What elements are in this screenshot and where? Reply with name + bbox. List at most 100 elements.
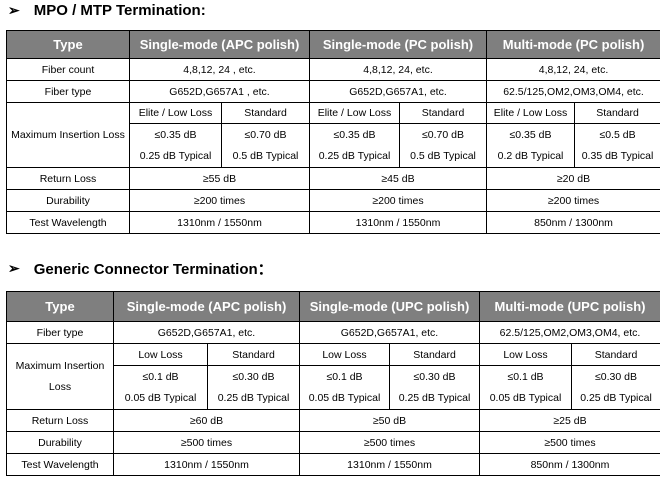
row-label: Fiber count <box>6 58 130 81</box>
table-cell: 4,8,12, 24, etc. <box>308 58 488 81</box>
table-row: Durability ≥500 times ≥500 times ≥500 ti… <box>6 431 660 454</box>
table-cell: 850nm / 1300nm <box>486 211 660 234</box>
table-row: Fiber type G652D,G657A1, etc. G652D,G657… <box>6 321 660 344</box>
row-label: Fiber type <box>6 80 130 103</box>
row-label: Durability <box>6 189 130 212</box>
section-title-mpo: ➢ MPO / MTP Termination: <box>8 2 206 19</box>
table-row: Maximum Insertion Loss Elite / Low Loss … <box>6 102 660 168</box>
table-cell: ≤0.30 dB <box>389 365 480 388</box>
arrow-bullet-icon: ➢ <box>8 260 20 276</box>
table-cell: ≥500 times <box>479 431 660 454</box>
table-cell: 0.5 dB Typical <box>221 145 310 168</box>
table-row: Fiber count 4,8,12, 24 , etc. 4,8,12, 24… <box>6 58 660 81</box>
table-cell: ≥25 dB <box>479 409 660 432</box>
table-cell: 0.05 dB Typical <box>299 387 390 410</box>
table-row: Return Loss ≥60 dB ≥50 dB ≥25 dB <box>6 409 660 432</box>
header-type: Type <box>6 291 114 322</box>
table-row: Test Wavelength 1310nm / 1550nm 1310nm /… <box>6 453 660 476</box>
row-label: Maximum Insertion Loss <box>6 102 130 168</box>
generic-spec-table: Type Single-mode (APC polish) Single-mod… <box>6 291 660 476</box>
table-row: 0.05 dB Typical 0.25 dB Typical 0.05 dB … <box>7 387 660 410</box>
sub-header: Standard <box>207 343 300 366</box>
table-cell: G652D,G657A1, etc. <box>113 321 300 344</box>
table-cell: 62.5/125,OM2,OM3,OM4, etc. <box>486 80 660 103</box>
table-cell: G652D,G657A1, etc. <box>308 80 488 103</box>
sub-header: Low Loss <box>299 343 390 366</box>
table-cell: ≥60 dB <box>113 409 300 432</box>
arrow-bullet-icon: ➢ <box>8 2 20 18</box>
header-col-1: Single-mode (APC polish) <box>129 30 310 59</box>
table-row: 0.25 dB Typical 0.5 dB Typical 0.25 dB T… <box>7 145 660 168</box>
header-col-3: Multi-mode (UPC polish) <box>479 291 660 322</box>
table-row: ≤0.35 dB ≤0.70 dB ≤0.35 dB ≤0.70 dB ≤0.3… <box>7 123 660 146</box>
table-cell: ≥50 dB <box>299 409 480 432</box>
table-cell: ≤0.1 dB <box>479 365 572 388</box>
sub-header: Standard <box>571 343 660 366</box>
table-cell: 1310nm / 1550nm <box>113 453 300 476</box>
table-cell: ≥20 dB <box>486 167 660 190</box>
table-row: Test Wavelength 1310nm / 1550nm 1310nm /… <box>6 211 660 234</box>
table-cell: 0.25 dB Typical <box>207 387 300 410</box>
row-label: Test Wavelength <box>6 211 130 234</box>
row-label: Return Loss <box>6 409 114 432</box>
table-cell: 0.35 dB Typical <box>574 145 660 168</box>
sub-header: Standard <box>398 102 488 124</box>
table-cell: 0.25 dB Typical <box>571 387 660 410</box>
table-cell: ≥45 dB <box>308 167 488 190</box>
table-cell: ≤0.1 dB <box>299 365 390 388</box>
sub-header: Standard <box>389 343 480 366</box>
table-cell: G652D,G657A1 , etc. <box>129 80 310 103</box>
header-type: Type <box>6 30 130 59</box>
sub-header: Elite / Low Loss <box>129 102 222 124</box>
sub-header: Low Loss <box>113 343 208 366</box>
sub-header: Standard <box>221 102 310 124</box>
table-cell: ≤0.30 dB <box>207 365 300 388</box>
table-cell: 850nm / 1300nm <box>479 453 660 476</box>
table-cell: ≤0.35 dB <box>486 123 576 146</box>
header-col-3: Multi-mode (PC polish) <box>486 30 660 59</box>
table-cell: 62.5/125,OM2,OM3,OM4, etc. <box>479 321 660 344</box>
mpo-spec-table: Type Single-mode (APC polish) Single-mod… <box>6 30 660 234</box>
table-cell: ≥200 times <box>486 189 660 212</box>
table-cell: 0.25 dB Typical <box>129 145 222 168</box>
table-cell: ≤0.5 dB <box>574 123 660 146</box>
header-col-2: Single-mode (PC polish) <box>308 30 488 59</box>
table-cell: ≥500 times <box>113 431 300 454</box>
sub-header: Elite / Low Loss <box>309 102 400 124</box>
table-cell: 4,8,12, 24, etc. <box>486 58 660 81</box>
table-cell: ≤0.1 dB <box>113 365 208 388</box>
header-col-2: Single-mode (UPC polish) <box>299 291 480 322</box>
table-row: ≤0.1 dB ≤0.30 dB ≤0.1 dB ≤0.30 dB ≤0.1 d… <box>7 365 660 388</box>
table-cell: ≤0.35 dB <box>129 123 222 146</box>
table-cell: ≤0.70 dB <box>221 123 310 146</box>
table-row: Fiber type G652D,G657A1 , etc. G652D,G65… <box>6 80 660 103</box>
section-title-generic: ➢ Generic Connector Termination： <box>8 258 273 279</box>
table-cell: 0.25 dB Typical <box>389 387 480 410</box>
table-cell: G652D,G657A1, etc. <box>299 321 480 344</box>
table-cell: 1310nm / 1550nm <box>308 211 488 234</box>
table-cell: 0.05 dB Typical <box>113 387 208 410</box>
table-cell: 0.05 dB Typical <box>479 387 572 410</box>
table-cell: ≥200 times <box>308 189 488 212</box>
section-title-text: MPO / MTP Termination: <box>33 2 206 19</box>
table-row: Maximum Insertion Loss Low Loss Standard… <box>6 343 660 410</box>
table-cell: ≥500 times <box>299 431 480 454</box>
sub-header: Low Loss <box>479 343 572 366</box>
header-col-1: Single-mode (APC polish) <box>113 291 300 322</box>
row-label: Return Loss <box>6 167 130 190</box>
table-cell: 1310nm / 1550nm <box>299 453 480 476</box>
row-label: Durability <box>6 431 114 454</box>
table-row: Durability ≥200 times ≥200 times ≥200 ti… <box>6 189 660 212</box>
table-cell: ≥200 times <box>129 189 310 212</box>
table-cell: ≤0.70 dB <box>398 123 488 146</box>
sub-header: Elite / Low Loss <box>486 102 576 124</box>
table-cell: 0.25 dB Typical <box>309 145 400 168</box>
section-title-text: Generic Connector Termination： <box>33 261 273 278</box>
row-label: Test Wavelength <box>6 453 114 476</box>
table-cell: 4,8,12, 24 , etc. <box>129 58 310 81</box>
table-cell: ≤0.35 dB <box>309 123 400 146</box>
sub-header: Standard <box>574 102 660 124</box>
row-label: Maximum Insertion Loss <box>6 343 114 410</box>
table-cell: 0.2 dB Typical <box>486 145 576 168</box>
table-row: Return Loss ≥55 dB ≥45 dB ≥20 dB <box>6 167 660 190</box>
